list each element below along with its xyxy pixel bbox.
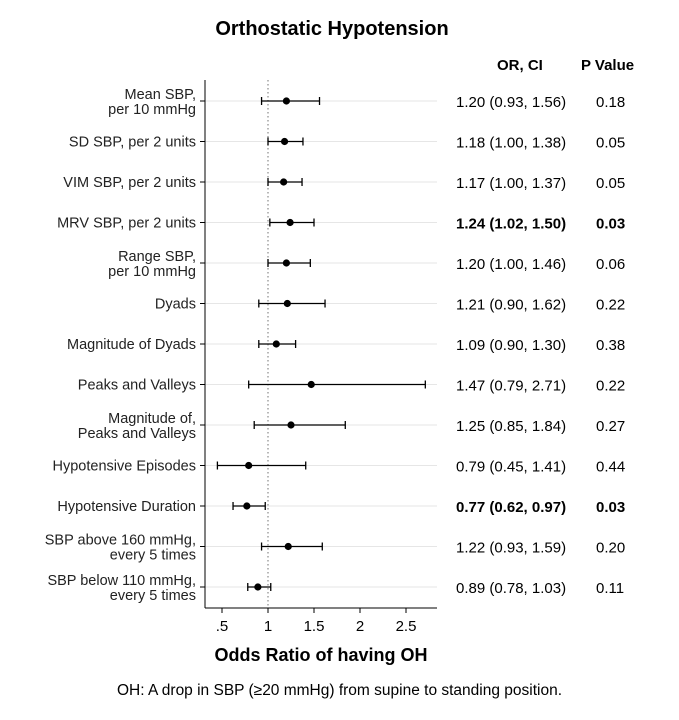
footnote: OH: A drop in SBP (≥20 mmHg) from supine… (116, 682, 563, 699)
ci-column-header: OR, CI (497, 57, 543, 74)
row-label-line: Mean SBP, (125, 87, 196, 103)
row-label: Magnitude of Dyads (67, 337, 196, 353)
odds-ratio-point (284, 542, 292, 551)
or-ci-value: 1.25 (0.85, 1.84) (456, 418, 566, 435)
row-label: Hypotensive Duration (57, 499, 196, 515)
row-label-line: Dyads (155, 297, 196, 313)
row-label-line: Range SBP, (118, 249, 196, 265)
row-label-line: Peaks and Valleys (78, 378, 196, 394)
row-label-line: per 10 mmHg (108, 264, 196, 280)
p-value-column-header: P Value (581, 57, 635, 74)
row-label: Dyads (155, 297, 196, 313)
or-ci-value: 1.20 (0.93, 1.56) (456, 94, 566, 111)
row-label-line: every 5 times (110, 588, 196, 604)
row-label-line: SD SBP, per 2 units (69, 135, 196, 151)
row-label-line: per 10 mmHg (108, 102, 196, 118)
or-ci-value: 1.21 (0.90, 1.62) (456, 297, 566, 314)
or-ci-value: 1.24 (1.02, 1.50) (456, 216, 566, 233)
x-tick-label: 2 (356, 618, 364, 635)
odds-ratio-point (286, 218, 294, 227)
row-label-line: VIM SBP, per 2 units (63, 175, 196, 191)
row-label-line: Magnitude of, (108, 411, 196, 427)
p-value: 0.03 (596, 499, 625, 516)
row-label-line: Magnitude of Dyads (67, 337, 196, 353)
or-ci-value: 0.79 (0.45, 1.41) (456, 459, 566, 476)
x-tick-label: 2.5 (396, 618, 417, 635)
x-tick-label: 1 (264, 618, 272, 635)
x-tick-label: .5 (216, 618, 229, 635)
odds-ratio-point (254, 583, 262, 591)
odds-ratio-point (280, 178, 288, 186)
odds-ratio-point (282, 97, 290, 105)
or-ci-value: 1.17 (1.00, 1.37) (456, 175, 566, 192)
p-value: 0.05 (596, 175, 625, 192)
p-value: 0.44 (596, 459, 625, 476)
p-value: 0.38 (596, 337, 625, 354)
odds-ratio-point (307, 380, 315, 389)
odds-ratio-point (245, 461, 253, 470)
or-ci-value: 0.89 (0.78, 1.03) (456, 580, 566, 597)
odds-ratio-point (282, 259, 290, 267)
odds-ratio-point (280, 137, 289, 146)
or-ci-value: 1.09 (0.90, 1.30) (456, 337, 566, 354)
x-tick-label: 1.5 (304, 618, 325, 635)
row-label-line: every 5 times (110, 548, 196, 564)
p-value: 0.18 (596, 94, 625, 111)
odds-ratio-point (243, 502, 251, 510)
row-label: Peaks and Valleys (78, 378, 196, 394)
row-label-line: Hypotensive Duration (57, 499, 196, 515)
row-label-line: SBP above 160 mmHg, (45, 533, 196, 549)
p-value: 0.20 (596, 540, 625, 557)
row-label: VIM SBP, per 2 units (63, 175, 196, 191)
row-label-line: MRV SBP, per 2 units (57, 216, 196, 232)
row-label: Mean SBP, per 10 mmHg (108, 87, 196, 118)
row-label-line: Peaks and Valleys (78, 426, 196, 442)
p-value: 0.27 (596, 418, 625, 435)
chart-title: Orthostatic Hypotension (215, 18, 449, 40)
row-label: Range SBP, per 10 mmHg (108, 249, 196, 280)
row-label: Magnitude of, Peaks and Valleys (78, 411, 196, 442)
or-ci-value: 1.18 (1.00, 1.38) (456, 135, 566, 152)
or-ci-value: 1.20 (1.00, 1.46) (456, 256, 566, 273)
p-value: 0.05 (596, 135, 625, 152)
odds-ratio-point (283, 299, 291, 308)
or-ci-value: 1.22 (0.93, 1.59) (456, 540, 566, 557)
p-value: 0.11 (596, 580, 624, 597)
row-label-line: SBP below 110 mmHg, (47, 573, 196, 589)
p-value: 0.22 (596, 297, 625, 314)
p-value: 0.03 (596, 216, 625, 233)
row-label: MRV SBP, per 2 units (57, 216, 196, 232)
p-value: 0.06 (596, 256, 625, 273)
row-label: SBP above 160 mmHg, every 5 times (45, 533, 196, 564)
row-label: SBP below 110 mmHg, every 5 times (47, 573, 196, 604)
or-ci-value: 0.77 (0.62, 0.97) (456, 499, 566, 516)
p-value: 0.22 (596, 378, 625, 395)
odds-ratio-point (287, 421, 295, 429)
row-label-line: Hypotensive Episodes (53, 459, 196, 475)
row-label: Hypotensive Episodes (53, 459, 196, 475)
row-label: SD SBP, per 2 units (69, 135, 196, 151)
x-axis-label: Odds Ratio of having OH (214, 645, 428, 665)
or-ci-value: 1.47 (0.79, 2.71) (456, 378, 566, 395)
odds-ratio-point (272, 340, 280, 348)
